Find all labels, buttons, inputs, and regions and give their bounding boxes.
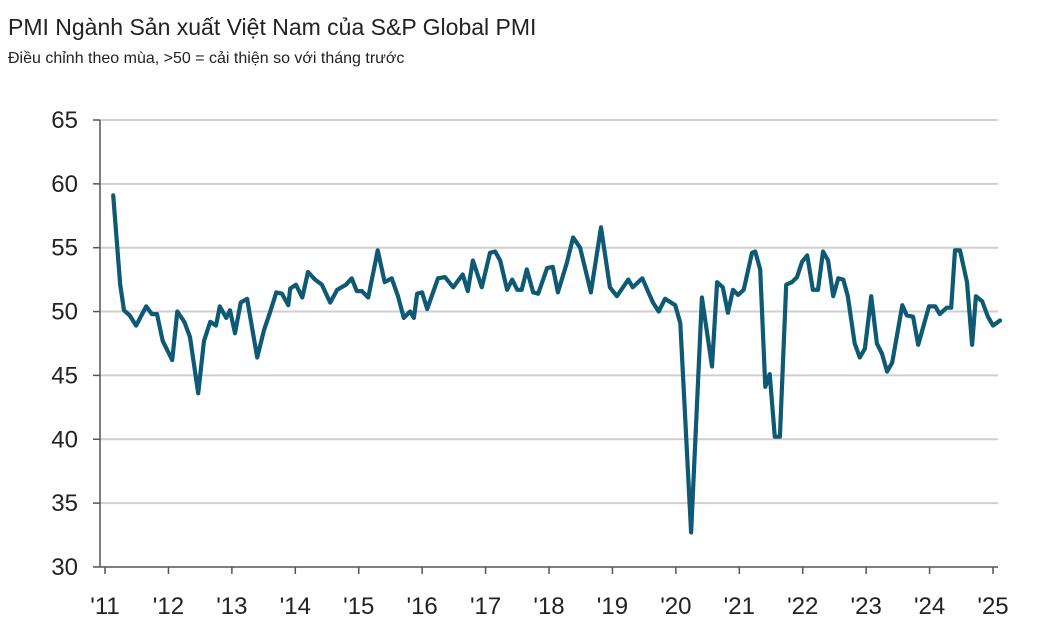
y-tick-label: 35 [51, 490, 78, 517]
y-tick-label: 65 [51, 107, 78, 134]
x-tick-label: '24 [914, 593, 945, 620]
chart-title: PMI Ngành Sản xuất Việt Nam của S&P Glob… [8, 14, 537, 40]
y-tick-labels: 30 35 40 45 50 55 60 65 [51, 107, 78, 581]
gridlines [100, 119, 998, 505]
x-tick-label: '20 [660, 593, 691, 620]
x-tick-label: '16 [407, 593, 438, 620]
y-tick-label: 30 [51, 554, 78, 581]
chart-subtitle: Điều chỉnh theo mùa, >50 = cải thiện so … [8, 50, 405, 67]
x-tick-label: '12 [153, 593, 184, 620]
x-tick-label: '25 [977, 593, 1008, 620]
x-tick-labels: '11 '12 '13 '14 '15 '16 '17 '18 '19 '20 '21 '22 '23 '… [90, 593, 1008, 620]
x-tick-label: '23 [851, 593, 882, 620]
y-tick-label: 45 [51, 362, 78, 389]
pmi-series-line [111, 193, 1003, 535]
axes [93, 119, 998, 574]
x-tick-label: '14 [280, 593, 311, 620]
y-tick-label: 60 [51, 171, 78, 198]
x-tick-label: '22 [787, 593, 818, 620]
series-group [111, 193, 1003, 535]
y-tick-label: 55 [51, 235, 78, 262]
x-tick-label: '13 [216, 593, 247, 620]
x-tick-label: '17 [470, 593, 501, 620]
x-tick-label: '19 [597, 593, 628, 620]
x-tick-label: '18 [533, 593, 564, 620]
y-tick-label: 50 [51, 299, 78, 326]
x-tick-label: '15 [343, 593, 374, 620]
x-tick-label: '21 [724, 593, 755, 620]
y-tick-label: 40 [51, 426, 78, 453]
x-tick-label: '11 [90, 593, 120, 620]
